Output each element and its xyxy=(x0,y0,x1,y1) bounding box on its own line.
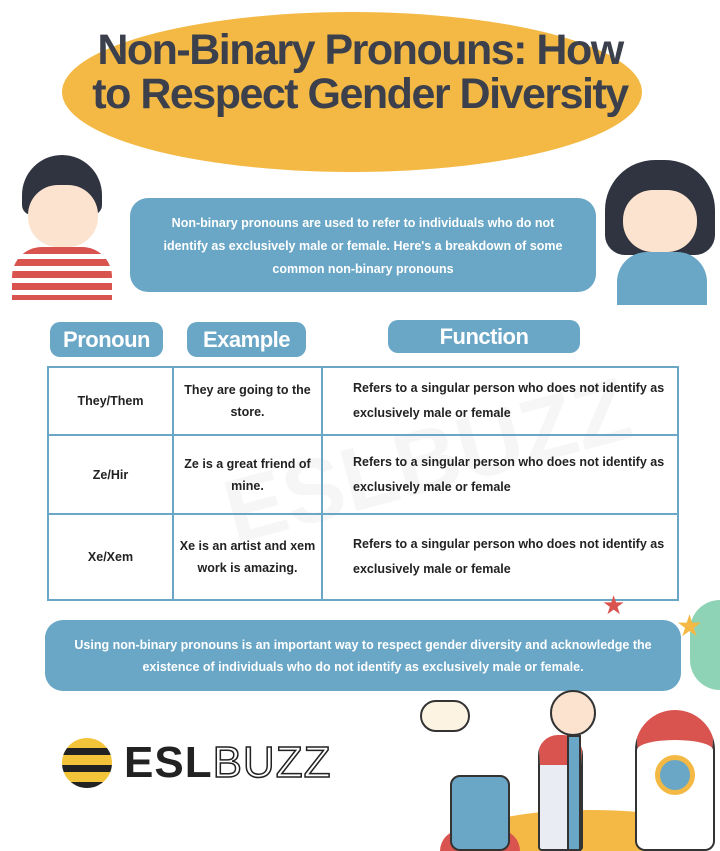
eslbuzz-logo: ESLBUZZ xyxy=(62,737,332,788)
pronoun-cell: They/Them xyxy=(47,366,174,436)
header-example: Example xyxy=(187,322,306,357)
function-cell: Refers to a singular person who does not… xyxy=(321,513,679,601)
intro-box: Non-binary pronouns are used to refer to… xyxy=(130,198,596,292)
title-background-blob xyxy=(62,12,642,172)
pronoun-table: They/Them They are going to the store. Ref… xyxy=(47,366,679,601)
example-cell: They are going to the store. xyxy=(172,366,323,436)
table-row: They/Them They are going to the store. Ref… xyxy=(47,366,679,436)
conclusion-box: Using non-binary pronouns is an importan… xyxy=(45,620,681,691)
title-line-2: to Respect Gender Diversity xyxy=(92,70,629,118)
pronoun-cell: Ze/Hir xyxy=(47,434,174,515)
boy-illustration xyxy=(12,155,112,300)
page-title: Non-Binary Pronouns: How to Respect Gende… xyxy=(0,28,720,116)
logo-text-bold: ESL xyxy=(124,738,213,787)
cloud-icon xyxy=(420,700,470,732)
example-cell: Xe is an artist and xem work is amazing. xyxy=(172,513,323,601)
bee-icon xyxy=(62,738,112,788)
girl-illustration xyxy=(605,160,715,305)
star-icon: ★ xyxy=(602,591,626,621)
header-function: Function xyxy=(388,320,580,353)
header-pronoun: Pronoun xyxy=(50,322,163,357)
green-circle-decoration xyxy=(690,600,720,690)
example-cell: Ze is a great friend of mine. xyxy=(172,434,323,515)
table-row: Xe/Xem Xe is an artist and xem work is am… xyxy=(47,513,679,601)
school-supplies-illustration xyxy=(440,690,720,851)
function-cell: Refers to a singular person who does not… xyxy=(321,366,679,436)
function-cell: Refers to a singular person who does not… xyxy=(321,434,679,515)
title-line-1: Non-Binary Pronouns: How xyxy=(97,26,624,74)
logo-text-outline: BUZZ xyxy=(212,737,332,788)
pronoun-cell: Xe/Xem xyxy=(47,513,174,601)
table-row: Ze/Hir Ze is a great friend of mine. Refer… xyxy=(47,434,679,515)
